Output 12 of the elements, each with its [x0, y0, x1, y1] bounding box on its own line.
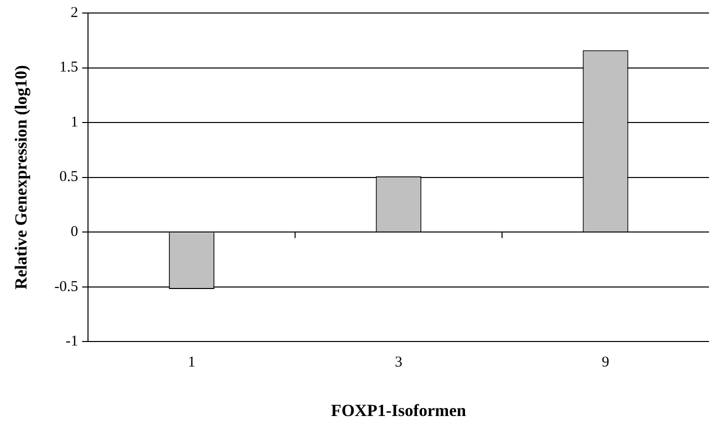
y-tick-label: 1: [70, 114, 78, 130]
x-tick-label: 9: [602, 354, 610, 371]
x-tick-label: 3: [394, 354, 402, 371]
x-tick-label: 1: [188, 354, 196, 371]
y-tick-label: -1: [66, 334, 78, 350]
y-tick-label: 2: [70, 4, 78, 21]
x-axis-title: FOXP1-Isoformen: [331, 401, 467, 420]
y-tick-label: 0: [70, 224, 78, 240]
y-tick-label: 1.5: [59, 60, 78, 76]
y-axis-title: Relative Genexpression (log10): [12, 65, 31, 290]
y-tick-label: -0.5: [54, 278, 78, 295]
y-tick-label: 0.5: [59, 169, 78, 186]
